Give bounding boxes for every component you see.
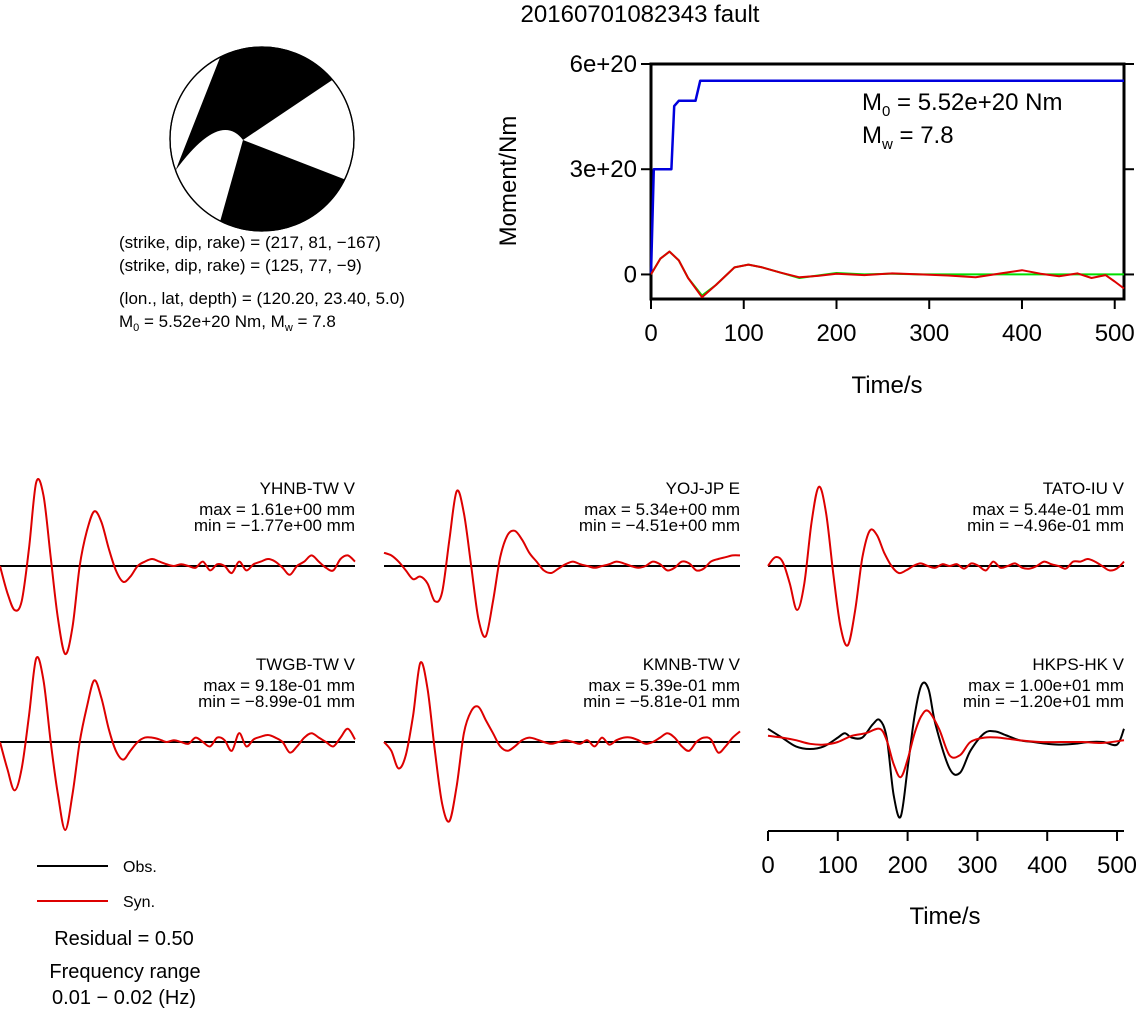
moment-y-tick-label: 6e+20 bbox=[570, 51, 637, 78]
waveform-time-axis: 0 100 200 300 400 500 bbox=[761, 830, 1137, 879]
moment-line: M0 = 5.52e+20 Nm, Mw = 7.8 bbox=[119, 312, 336, 334]
waveform-synthetic bbox=[767, 485, 1125, 647]
station-max-label: max = 5.39e-01 mm bbox=[588, 676, 740, 695]
waveform-x-tick-label: 500 bbox=[1097, 852, 1137, 879]
station-label: YOJ-JP E bbox=[666, 479, 740, 498]
moment-x-tick-label: 100 bbox=[724, 320, 764, 347]
figure-title: 20160701082343 fault bbox=[521, 1, 760, 28]
waveform-x-tick-label: 300 bbox=[957, 852, 997, 879]
moment-x-tick-label: 200 bbox=[816, 320, 856, 347]
beachball-compressional-quadrant bbox=[220, 140, 345, 231]
freq-range-label: Frequency range bbox=[49, 961, 200, 983]
station-max-label: max = 1.61e+00 mm bbox=[199, 500, 355, 519]
station-max-label: max = 9.18e-01 mm bbox=[203, 676, 355, 695]
location-line: (lon., lat, depth) = (120.20, 23.40, 5.0… bbox=[119, 289, 405, 308]
station-label: KMNB-TW V bbox=[643, 655, 741, 674]
waveform-x-tick-label: 0 bbox=[761, 852, 774, 879]
beachball-outline bbox=[169, 46, 355, 232]
waveform-synthetic bbox=[383, 489, 741, 638]
station-min-label: min = −4.96e-01 mm bbox=[967, 516, 1124, 535]
station-max-label: max = 5.34e+00 mm bbox=[584, 500, 740, 519]
moment-plot-frame bbox=[649, 62, 1126, 301]
nodal-plane-2: (strike, dip, rake) = (125, 77, −9) bbox=[119, 256, 362, 275]
moment-x-tick-label: 0 bbox=[644, 320, 657, 347]
waveform-x-tick-label: 100 bbox=[818, 852, 858, 879]
legend-obs-label: Obs. bbox=[123, 859, 157, 876]
waveform-synthetic bbox=[0, 477, 356, 656]
moment-series-line bbox=[649, 79, 1124, 275]
moment-y-tick-label: 3e+20 bbox=[570, 156, 637, 183]
moment-series-line bbox=[650, 250, 1125, 299]
waveform-observed bbox=[767, 681, 1125, 819]
station-max-label: max = 5.44e-01 mm bbox=[972, 500, 1124, 519]
mw-annotation: Mw = 7.8 bbox=[862, 122, 954, 153]
waveform-xlabel: Time/s bbox=[909, 903, 980, 930]
moment-x-tick-label: 400 bbox=[1002, 320, 1042, 347]
waveform-x-tick-label: 400 bbox=[1027, 852, 1067, 879]
waveform-synthetic bbox=[0, 656, 356, 832]
moment-x-tick-label: 300 bbox=[909, 320, 949, 347]
station-min-label: min = −1.20e+01 mm bbox=[963, 692, 1124, 711]
station-min-label: min = −8.99e-01 mm bbox=[198, 692, 355, 711]
station-max-label: max = 1.00e+01 mm bbox=[968, 676, 1124, 695]
nodal-plane-1: (strike, dip, rake) = (217, 81, −167) bbox=[119, 233, 381, 252]
freq-range-value: 0.01 − 0.02 (Hz) bbox=[52, 987, 196, 1009]
station-min-label: min = −5.81e-01 mm bbox=[583, 692, 740, 711]
station-min-label: min = −4.51e+00 mm bbox=[579, 516, 740, 535]
beachball bbox=[169, 46, 355, 232]
m0-annotation: M0 = 5.52e+20 Nm bbox=[862, 89, 1062, 120]
station-label: TATO-IU V bbox=[1043, 479, 1125, 498]
station-label: HKPS-HK V bbox=[1032, 655, 1124, 674]
moment-ylabel: Moment/Nm bbox=[495, 116, 522, 247]
station-label: TWGB-TW V bbox=[256, 655, 356, 674]
moment-y-tick-label: 0 bbox=[624, 261, 637, 288]
beachball-compressional-quadrant bbox=[175, 47, 333, 171]
station-min-label: min = −1.77e+00 mm bbox=[194, 516, 355, 535]
legend: Obs. Syn. bbox=[37, 859, 157, 911]
waveform-synthetic bbox=[767, 709, 1125, 779]
station-label: YHNB-TW V bbox=[260, 479, 356, 498]
moment-x-tick-label: 500 bbox=[1095, 320, 1135, 347]
waveform-synthetic bbox=[383, 661, 741, 823]
residual-text: Residual = 0.50 bbox=[54, 928, 194, 950]
mechanism-text: (strike, dip, rake) = (217, 81, −167) (s… bbox=[119, 233, 405, 334]
waveform-x-tick-label: 200 bbox=[888, 852, 928, 879]
legend-syn-label: Syn. bbox=[123, 894, 155, 911]
moment-chart: 0 100 200 300 400 500 0 3e+20 6e+20 Time/s Momen… bbox=[495, 51, 1135, 399]
moment-xlabel: Time/s bbox=[851, 372, 922, 399]
